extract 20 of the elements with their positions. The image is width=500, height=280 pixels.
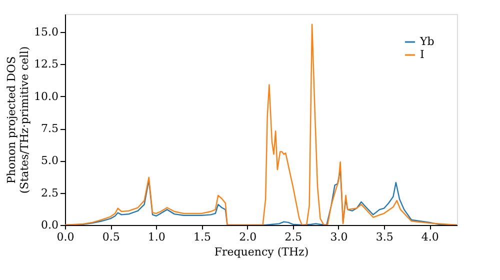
y-tick-label: 5.0 (41, 154, 58, 168)
x-tick-label: 1.5 (193, 230, 211, 244)
x-tick-label: 3.0 (330, 230, 348, 244)
x-tick-label: 2.0 (239, 230, 257, 244)
x-tick-label: 2.5 (284, 230, 302, 244)
y-tick-label: 12.5 (34, 58, 58, 71)
x-axis-title: Frequency (THz) (214, 246, 309, 258)
x-tick-label: 4.0 (421, 230, 439, 244)
y-tick-label: 10.0 (34, 90, 58, 103)
x-tick-label: 0.0 (56, 230, 74, 244)
y-axis-title: Phonon projected DOS (States/THz·primitive cell) (5, 46, 32, 194)
x-tick-label: 3.5 (376, 230, 394, 244)
y-tick-label: 7.5 (41, 122, 58, 136)
y-tick-label: 0.0 (41, 218, 58, 232)
y-tick-label: 2.5 (41, 186, 58, 200)
legend-label: Yb (419, 35, 434, 48)
y-tick-label: 15.0 (34, 26, 58, 39)
legend-label: I (420, 48, 424, 61)
x-tick-label: 1.0 (148, 230, 166, 244)
x-tick-label: 0.5 (102, 230, 120, 244)
